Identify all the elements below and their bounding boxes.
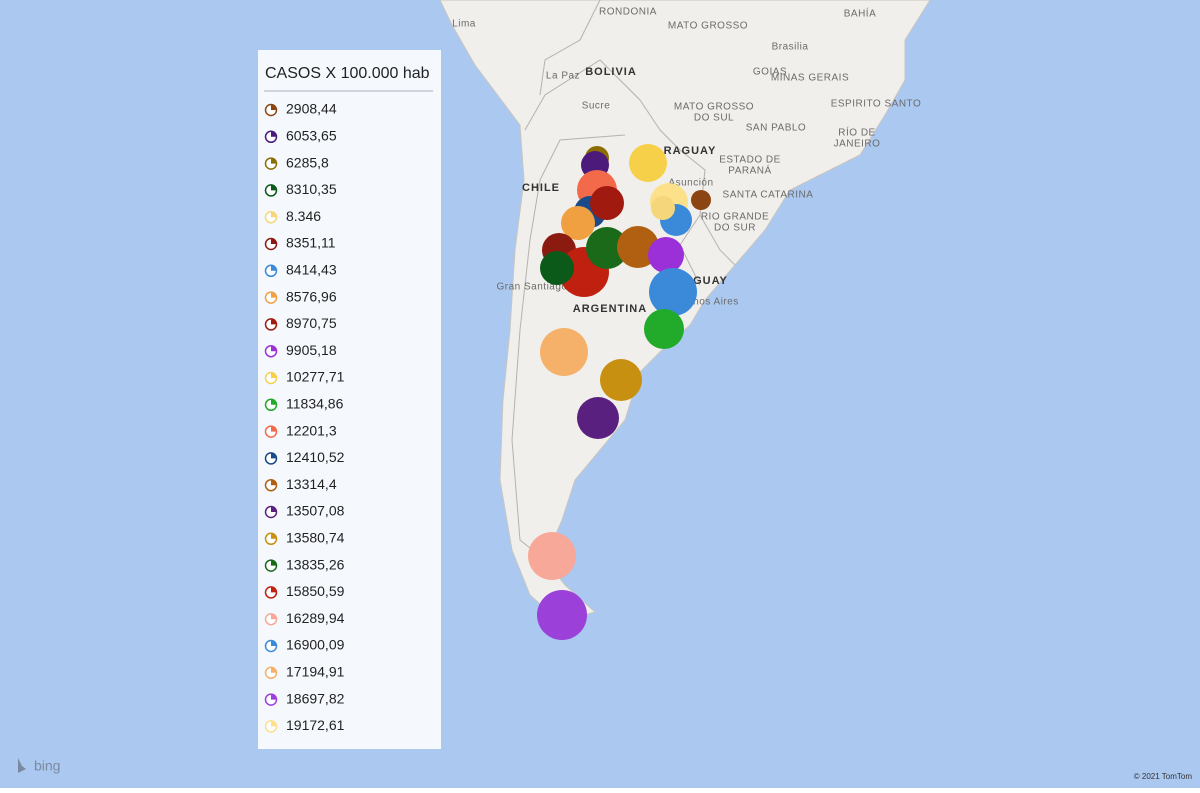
legend-label: 12201,3 — [286, 422, 337, 438]
legend-icon-slice — [271, 667, 277, 673]
legend-label: 10277,71 — [286, 369, 345, 385]
legend-label: 13835,26 — [286, 556, 345, 572]
legend-icon-slice — [271, 345, 277, 352]
bubble — [649, 268, 697, 316]
legend-icon-slice — [271, 184, 277, 191]
legend-icon-slice — [271, 399, 277, 405]
legend-label: 6285,8 — [286, 154, 329, 170]
legend-label: 11834,86 — [286, 396, 344, 412]
place-label: JANEIRO — [834, 139, 881, 150]
legend-icon-slice — [271, 720, 277, 727]
legend-label: 17194,91 — [286, 664, 345, 680]
place-label: ARGENTINA — [573, 303, 647, 315]
legend-label: 2908,44 — [286, 101, 337, 117]
place-label: SAN PABLO — [746, 123, 806, 134]
place-label: SANTA CATARINA — [723, 190, 814, 201]
place-label: GOIAS — [753, 67, 787, 78]
bubble — [577, 397, 619, 439]
place-label: RONDONIA — [599, 7, 657, 18]
legend-label: 13314,4 — [286, 476, 337, 492]
place-label: DO SUL — [694, 113, 734, 124]
bubble — [540, 328, 588, 376]
legend-icon-slice — [271, 452, 277, 459]
place-label: Asunción — [668, 178, 713, 189]
place-label: Lima — [452, 19, 476, 30]
bubble — [540, 251, 574, 285]
place-label: ESTADO DE — [719, 155, 781, 166]
place-label: La Paz — [546, 71, 580, 82]
legend-icon-slice — [271, 265, 277, 271]
bing-logo — [18, 758, 26, 773]
legend-icon-slice — [271, 318, 277, 325]
legend-icon-slice — [271, 372, 277, 378]
legend-label: 6053,65 — [286, 128, 337, 144]
legend-label: 8970,75 — [286, 315, 337, 331]
legend-icon-slice — [271, 211, 277, 218]
legend-label: 12410,52 — [286, 449, 345, 465]
place-label: RAGUAY — [664, 145, 717, 157]
legend-label: 15850,59 — [286, 583, 345, 599]
legend-icon-slice — [271, 238, 277, 244]
place-label: MATO GROSSO — [674, 102, 754, 113]
bubble — [651, 196, 675, 220]
legend-label: 18697,82 — [286, 690, 345, 706]
legend-label: 16900,09 — [286, 637, 345, 653]
bubble — [648, 237, 684, 273]
legend-label: 13507,08 — [286, 503, 345, 519]
legend-icon-slice — [271, 533, 277, 539]
place-label: BAHÍA — [844, 7, 877, 20]
legend-label: 8.346 — [286, 208, 321, 224]
legend-icon-slice — [271, 586, 277, 593]
place-label: Brasilia — [772, 42, 809, 53]
brand: bing — [34, 758, 60, 774]
bubble — [590, 186, 624, 220]
legend-icon-slice — [271, 131, 277, 137]
legend-panel — [258, 50, 441, 749]
legend-icon-slice — [271, 613, 277, 620]
place-label: RIO GRANDE — [701, 212, 769, 223]
bubble — [528, 532, 576, 580]
bubble — [691, 190, 711, 210]
bubble — [537, 590, 587, 640]
bubble — [629, 144, 667, 182]
legend-icon-slice — [271, 158, 277, 164]
legend-icon-slice — [271, 560, 277, 566]
legend-label: 8310,35 — [286, 181, 337, 197]
legend-icon-slice — [271, 479, 277, 486]
bubble — [600, 359, 642, 401]
legend-icon-slice — [271, 506, 277, 512]
place-label: PARANÁ — [728, 164, 771, 177]
place-label: CHILE — [522, 182, 560, 194]
place-label: ESPIRITO SANTO — [831, 99, 922, 110]
place-label: Sucre — [582, 101, 611, 112]
copyright: © 2021 TomTom — [1134, 772, 1193, 781]
place-label: nos Aires — [693, 297, 739, 308]
legend-title: CASOS X 100.000 hab — [265, 65, 430, 82]
legend-icon-slice — [271, 426, 277, 432]
legend-icon-slice — [271, 292, 277, 298]
bubble — [644, 309, 684, 349]
legend-label: 16289,94 — [286, 610, 345, 626]
place-label: BOLIVIA — [585, 66, 637, 78]
place-label: Gran Santiago — [497, 282, 568, 293]
place-label: DO SUR — [714, 223, 756, 234]
place-label: RÍO DE — [838, 126, 875, 139]
bubble — [561, 206, 595, 240]
legend-label: 9905,18 — [286, 342, 337, 358]
bubble — [586, 227, 628, 269]
legend-icon-slice — [271, 640, 277, 646]
legend-label: 8414,43 — [286, 262, 337, 278]
place-label: MINAS GERAIS — [771, 73, 849, 84]
border — [511, 0, 736, 561]
legend-icon-slice — [271, 694, 277, 700]
legend-label: 8576,96 — [286, 288, 337, 304]
legend-label: 19172,61 — [286, 717, 345, 733]
legend-label: 13580,74 — [286, 530, 345, 546]
place-label: MATO GROSSO — [668, 21, 748, 32]
legend-icon-slice — [271, 104, 277, 110]
legend-label: 8351,11 — [286, 235, 336, 251]
